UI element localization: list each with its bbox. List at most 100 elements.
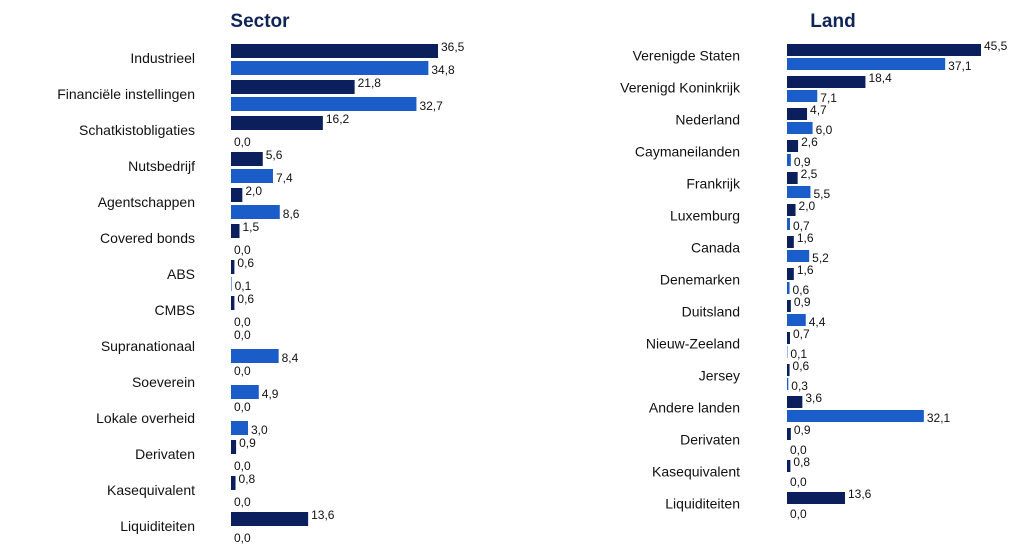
value-label: 16,2 [326, 112, 350, 126]
value-label: 0,0 [234, 243, 251, 257]
bar [231, 152, 263, 166]
bar [231, 277, 232, 291]
value-label: 36,5 [441, 40, 465, 54]
bar [231, 440, 237, 454]
bar [787, 492, 845, 504]
category-label: Kasequivalent [107, 482, 195, 498]
value-label: 0,0 [234, 135, 251, 149]
chart-title: Land [810, 11, 855, 32]
bar [787, 378, 789, 390]
value-label: 0,6 [793, 283, 810, 297]
value-label: 4,9 [262, 387, 279, 401]
value-label: 0,0 [234, 531, 251, 544]
value-label: 0,8 [239, 472, 256, 486]
value-label: 4,7 [810, 103, 827, 117]
value-label: 0,6 [237, 256, 254, 270]
bar [787, 282, 790, 294]
bar [787, 58, 946, 70]
value-label: 0,3 [791, 379, 808, 393]
bar [787, 250, 810, 262]
bar [231, 97, 417, 111]
bar [787, 410, 924, 422]
value-label: 5,6 [266, 148, 283, 162]
bar [231, 80, 355, 94]
value-label: 13,6 [848, 487, 872, 501]
value-label: 1,6 [797, 231, 814, 245]
category-label: Verenigd Koninkrijk [620, 80, 741, 96]
bar [231, 188, 243, 202]
value-label: 18,4 [868, 71, 892, 85]
value-label: 37,1 [948, 59, 972, 73]
category-label: Kasequivalent [652, 464, 740, 480]
bar [231, 61, 429, 75]
bar [231, 421, 249, 435]
value-label: 2,6 [801, 135, 818, 149]
category-label: Luxemburg [670, 208, 740, 224]
value-label: 0,7 [793, 327, 810, 341]
value-label: 0,0 [234, 328, 251, 342]
bar [787, 186, 811, 198]
value-label: 0,1 [790, 347, 807, 361]
bar [231, 296, 235, 310]
category-label: Schatkistobligaties [79, 122, 195, 138]
bar [787, 428, 791, 440]
bar [231, 116, 323, 130]
category-label: Derivaten [135, 446, 195, 462]
value-label: 2,0 [245, 184, 262, 198]
category-label: ABS [167, 266, 195, 282]
value-label: 0,7 [793, 219, 810, 233]
value-label: 1,5 [243, 220, 260, 234]
bar [231, 476, 236, 490]
bar [787, 236, 794, 248]
category-label: Nutsbedrijf [128, 158, 195, 174]
value-label: 3,6 [805, 391, 822, 405]
value-label: 0,9 [794, 155, 811, 169]
bar [787, 314, 806, 326]
value-label: 1,6 [797, 263, 814, 277]
category-label: Andere landen [649, 400, 740, 416]
bar [787, 204, 796, 216]
bar [787, 154, 791, 166]
value-label: 34,8 [431, 63, 455, 77]
value-label: 6,0 [816, 123, 833, 137]
category-label: Nederland [675, 112, 740, 128]
bar [231, 224, 240, 238]
value-label: 0,0 [790, 443, 807, 457]
value-label: 13,6 [311, 508, 335, 522]
bar [787, 90, 818, 102]
category-label: Liquiditeiten [120, 518, 195, 534]
category-label: CMBS [155, 302, 195, 318]
value-label: 0,9 [239, 436, 256, 450]
bar [787, 108, 808, 120]
bar [231, 169, 273, 183]
category-label: Agentschappen [98, 194, 195, 210]
bar [787, 396, 803, 408]
bar [787, 300, 791, 312]
category-label: Industrieel [130, 50, 195, 66]
value-label: 5,5 [813, 187, 830, 201]
value-label: 2,5 [801, 167, 818, 181]
value-label: 0,0 [790, 507, 807, 521]
category-label: Denemarken [660, 272, 740, 288]
value-label: 0,0 [234, 364, 251, 378]
value-label: 0,0 [790, 475, 807, 489]
value-label: 0,0 [234, 495, 251, 509]
value-label: 3,0 [251, 423, 268, 437]
category-label: Supranationaal [101, 338, 195, 354]
bar [787, 140, 799, 152]
bar [231, 385, 259, 399]
value-label: 2,0 [799, 199, 816, 213]
category-label: Soeverein [132, 374, 195, 390]
value-label: 21,8 [358, 76, 382, 90]
category-label: Financiële instellingen [57, 86, 195, 102]
category-label: Caymaneilanden [635, 144, 740, 160]
value-label: 0,9 [794, 295, 811, 309]
bar [787, 364, 790, 376]
value-label: 32,7 [419, 99, 443, 113]
bar [787, 332, 790, 344]
value-label: 0,0 [234, 400, 251, 414]
value-label: 32,1 [927, 411, 951, 425]
bar [787, 172, 798, 184]
value-label: 0,1 [235, 279, 252, 293]
